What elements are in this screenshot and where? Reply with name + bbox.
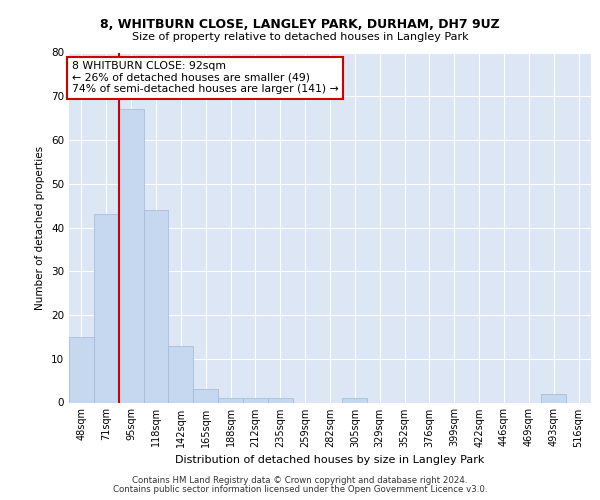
- Bar: [343, 398, 367, 402]
- Bar: [193, 390, 218, 402]
- Bar: [94, 214, 119, 402]
- Text: Contains public sector information licensed under the Open Government Licence v3: Contains public sector information licen…: [113, 485, 487, 494]
- Text: 8, WHITBURN CLOSE, LANGLEY PARK, DURHAM, DH7 9UZ: 8, WHITBURN CLOSE, LANGLEY PARK, DURHAM,…: [100, 18, 500, 30]
- Bar: [541, 394, 566, 402]
- Bar: [119, 110, 143, 403]
- Y-axis label: Number of detached properties: Number of detached properties: [35, 146, 46, 310]
- Bar: [268, 398, 293, 402]
- Bar: [218, 398, 243, 402]
- Text: Contains HM Land Registry data © Crown copyright and database right 2024.: Contains HM Land Registry data © Crown c…: [132, 476, 468, 485]
- Bar: [169, 346, 193, 403]
- Text: Size of property relative to detached houses in Langley Park: Size of property relative to detached ho…: [131, 32, 469, 42]
- X-axis label: Distribution of detached houses by size in Langley Park: Distribution of detached houses by size …: [175, 455, 485, 465]
- Bar: [143, 210, 169, 402]
- Text: 8 WHITBURN CLOSE: 92sqm
← 26% of detached houses are smaller (49)
74% of semi-de: 8 WHITBURN CLOSE: 92sqm ← 26% of detache…: [71, 61, 338, 94]
- Bar: [243, 398, 268, 402]
- Bar: [69, 337, 94, 402]
